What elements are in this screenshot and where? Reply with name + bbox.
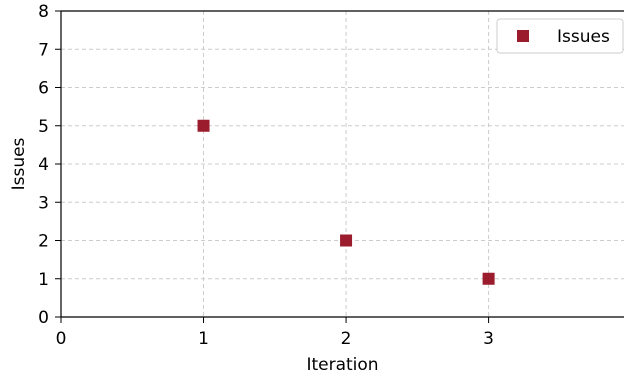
x-tick-label: 3 [483, 329, 494, 349]
y-axis-label: Issues [9, 137, 29, 190]
x-tick-label: 0 [56, 329, 67, 349]
x-tick-label: 1 [198, 329, 209, 349]
data-point [197, 119, 210, 132]
y-tick-label: 8 [38, 2, 49, 22]
y-tick-label: 7 [38, 40, 49, 60]
y-tick-label: 1 [38, 270, 49, 290]
y-tick-label: 3 [38, 193, 49, 213]
data-point [482, 272, 495, 285]
legend-label: Issues [557, 27, 610, 47]
x-axis-label: Iteration [306, 355, 378, 375]
y-tick-label: 5 [38, 117, 49, 137]
grid-layer [61, 10, 624, 317]
points-layer [197, 119, 495, 285]
y-tick-label: 2 [38, 232, 49, 252]
data-point [340, 234, 353, 247]
ticks-layer: 0 1 2 3 0 1 2 3 4 5 6 7 8 [38, 2, 494, 349]
y-tick-label: 0 [38, 308, 49, 328]
legend-box [496, 18, 624, 54]
y-tick-label: 6 [38, 79, 49, 99]
legend-marker [517, 30, 529, 42]
x-tick-label: 2 [341, 329, 352, 349]
legend: Issues [496, 18, 624, 54]
y-tick-label: 4 [38, 155, 49, 175]
